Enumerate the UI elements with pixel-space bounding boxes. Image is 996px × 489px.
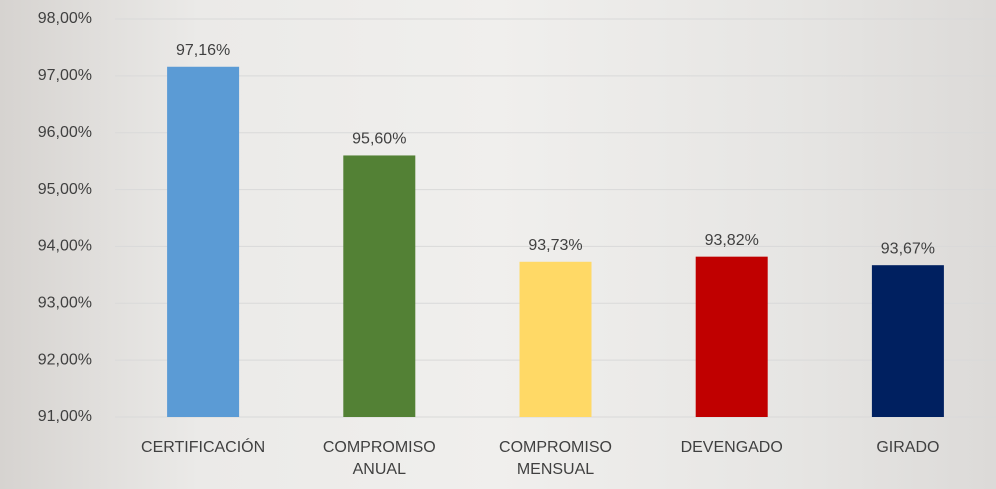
y-tick-label: 96,00% bbox=[38, 124, 92, 141]
value-label: 93,73% bbox=[528, 237, 582, 254]
value-label: 95,60% bbox=[352, 131, 406, 148]
bar bbox=[695, 256, 768, 417]
y-tick-label: 93,00% bbox=[38, 295, 92, 312]
bar bbox=[343, 155, 416, 417]
value-label: 97,16% bbox=[176, 42, 230, 59]
y-tick-label: 91,00% bbox=[38, 408, 92, 425]
x-tick-label: CERTIFICACIÓN bbox=[141, 439, 266, 456]
y-tick-label: 94,00% bbox=[38, 238, 92, 255]
x-tick-label: COMPROMISO MENSUAL bbox=[499, 439, 612, 478]
y-tick-label: 92,00% bbox=[38, 351, 92, 368]
x-tick-label: COMPROMISO ANUAL bbox=[322, 439, 436, 478]
x-tick-label: GIRADO bbox=[876, 439, 940, 456]
bar bbox=[519, 261, 592, 417]
x-tick-label: DEVENGADO bbox=[680, 439, 783, 456]
y-tick-label: 98,00% bbox=[38, 10, 92, 27]
bar bbox=[167, 66, 240, 417]
y-tick-label: 95,00% bbox=[38, 181, 92, 198]
bar bbox=[871, 265, 944, 417]
value-label: 93,82% bbox=[705, 232, 759, 249]
value-label: 93,67% bbox=[881, 240, 935, 257]
y-tick-label: 97,00% bbox=[38, 67, 92, 84]
